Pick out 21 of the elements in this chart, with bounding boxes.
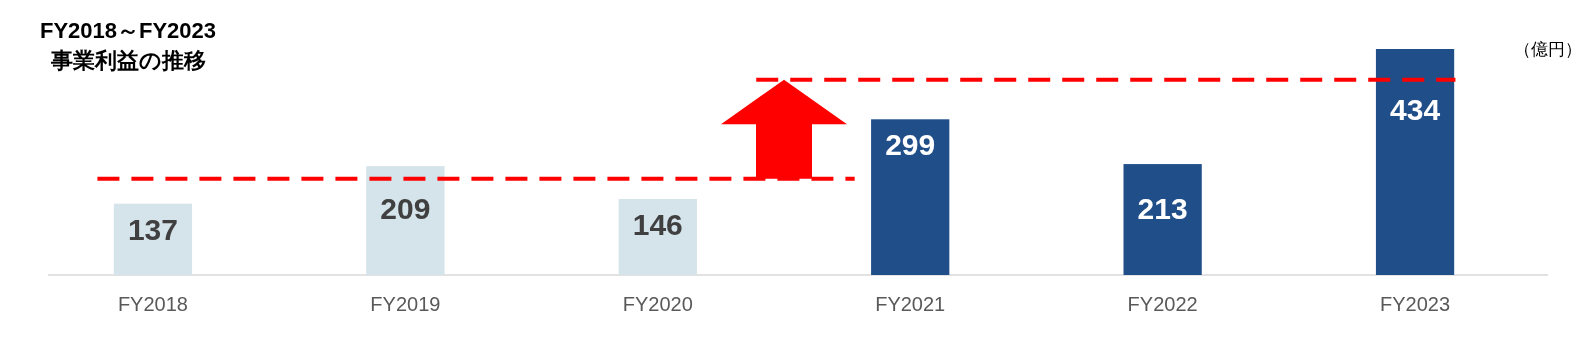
x-tick-label: FY2018 [117,293,188,315]
data-label: 137 [127,212,178,246]
bar [1375,49,1455,275]
bar [618,198,697,275]
chart-subtitle: 事業利益の推移 [49,48,206,73]
x-tick-label: FY2021 [875,293,946,315]
data-label: 146 [632,207,683,241]
data-label: 213 [1137,191,1188,225]
annotation: （億円） [1514,40,1582,59]
x-tick-label: FY2023 [1380,293,1451,315]
x-tick-label: FY2022 [1127,293,1198,315]
data-label: 209 [380,191,431,225]
bar [1123,164,1202,275]
x-tick-label: FY2020 [622,293,693,315]
bar [871,119,950,275]
chart-title: FY2018～FY2023 [39,18,217,43]
bar [366,166,445,275]
data-label: 299 [885,128,936,162]
x-tick-label: FY2019 [370,293,441,315]
bar [113,203,193,275]
data-label: 434 [1390,92,1441,126]
